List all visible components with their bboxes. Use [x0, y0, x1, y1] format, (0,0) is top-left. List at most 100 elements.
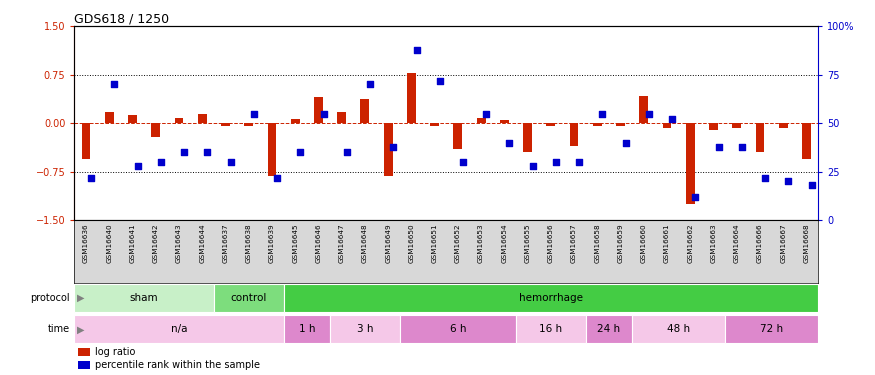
Bar [290, 119, 299, 123]
Text: GSM16653: GSM16653 [478, 224, 484, 263]
Text: GSM16649: GSM16649 [385, 224, 391, 263]
Text: GSM16661: GSM16661 [664, 224, 670, 263]
Bar [585, 315, 632, 344]
Bar [78, 348, 90, 356]
Point [386, 144, 400, 150]
Text: control: control [230, 292, 267, 303]
Text: 24 h: 24 h [598, 324, 620, 334]
Text: GSM16668: GSM16668 [803, 224, 809, 263]
Point [549, 159, 563, 165]
Point [410, 46, 423, 53]
Point [154, 159, 168, 165]
Text: GSM16651: GSM16651 [431, 224, 438, 263]
Bar [779, 123, 788, 128]
Point [200, 149, 214, 155]
Point [572, 159, 586, 165]
Point [805, 182, 819, 188]
Text: GSM16662: GSM16662 [687, 224, 693, 263]
Bar [756, 123, 765, 152]
Point [340, 149, 354, 155]
Text: GSM16638: GSM16638 [246, 224, 252, 263]
Bar [407, 73, 416, 123]
Bar [732, 123, 741, 128]
Point [735, 144, 749, 150]
Bar [151, 123, 160, 138]
Bar [593, 123, 602, 126]
Text: sham: sham [130, 292, 158, 303]
Text: GSM16647: GSM16647 [339, 224, 345, 263]
Bar [384, 123, 393, 176]
Point [758, 174, 772, 180]
Text: GSM16639: GSM16639 [269, 224, 275, 263]
Text: ▶: ▶ [77, 324, 85, 334]
Text: GSM16667: GSM16667 [780, 224, 787, 263]
Bar [244, 123, 253, 126]
Point [781, 178, 795, 184]
Point [84, 174, 98, 180]
Text: hemorrhage: hemorrhage [519, 292, 583, 303]
Bar [430, 123, 439, 126]
Bar [337, 112, 346, 123]
Point [642, 111, 656, 117]
Text: n/a: n/a [171, 324, 187, 334]
Text: GSM16658: GSM16658 [594, 224, 600, 263]
Point [108, 81, 122, 87]
Point [665, 116, 679, 122]
Text: 3 h: 3 h [357, 324, 373, 334]
Text: GSM16637: GSM16637 [222, 224, 228, 263]
Point [433, 78, 447, 84]
Point [270, 174, 284, 180]
Text: 1 h: 1 h [298, 324, 315, 334]
Bar [453, 123, 462, 149]
Text: GSM16642: GSM16642 [153, 224, 158, 263]
Bar [214, 284, 284, 312]
Text: 48 h: 48 h [667, 324, 690, 334]
Bar [128, 116, 136, 123]
Bar [74, 315, 284, 344]
Point [689, 194, 703, 200]
Text: GSM16646: GSM16646 [315, 224, 321, 263]
Text: GSM16645: GSM16645 [292, 224, 298, 263]
Text: GSM16666: GSM16666 [757, 224, 763, 263]
Bar [221, 123, 230, 126]
Text: GSM16650: GSM16650 [409, 224, 415, 263]
Text: GSM16664: GSM16664 [734, 224, 739, 263]
Bar [174, 118, 184, 123]
Bar [74, 284, 213, 312]
Text: GSM16636: GSM16636 [83, 224, 89, 263]
Bar [686, 123, 695, 204]
Bar [360, 99, 369, 123]
Text: GSM16659: GSM16659 [618, 224, 624, 263]
Text: protocol: protocol [31, 293, 70, 303]
Point [293, 149, 307, 155]
Bar [284, 284, 818, 312]
Text: log ratio: log ratio [95, 347, 136, 357]
Text: GSM16644: GSM16644 [200, 224, 206, 263]
Bar [709, 123, 718, 130]
Bar [198, 114, 206, 123]
Bar [802, 123, 811, 159]
Point [456, 159, 470, 165]
Bar [500, 120, 508, 123]
Text: ▶: ▶ [77, 293, 85, 303]
Point [711, 144, 725, 150]
Text: 16 h: 16 h [539, 324, 563, 334]
Bar [725, 315, 818, 344]
Point [502, 140, 516, 146]
Bar [105, 112, 114, 123]
Text: GDS618 / 1250: GDS618 / 1250 [74, 12, 170, 25]
Text: 6 h: 6 h [450, 324, 466, 334]
Text: GSM16654: GSM16654 [501, 224, 507, 263]
Bar [330, 315, 400, 344]
Point [526, 163, 540, 169]
Text: GSM16657: GSM16657 [571, 224, 578, 263]
Point [595, 111, 609, 117]
Text: GSM16641: GSM16641 [130, 224, 136, 263]
Point [177, 149, 191, 155]
Text: GSM16652: GSM16652 [455, 224, 461, 263]
Bar [662, 123, 671, 128]
Bar [400, 315, 516, 344]
Bar [546, 123, 556, 126]
Text: GSM16663: GSM16663 [710, 224, 717, 263]
Bar [477, 118, 486, 123]
